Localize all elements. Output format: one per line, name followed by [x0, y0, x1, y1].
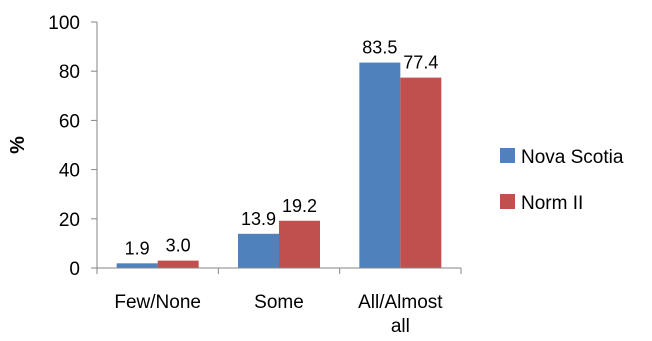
data-labels-layer: 1.9 3.0 13.9 19.2 83.5 77.4	[125, 38, 439, 259]
y-tick-label: 0	[69, 259, 80, 280]
bar-norm-ii	[400, 77, 442, 268]
x-category-label: Few/None	[114, 292, 201, 313]
legend: Nova Scotia Norm II	[500, 147, 624, 214]
axes-layer: 0 20 40 60 80 100 Few/None Some All/Almost all	[48, 13, 462, 337]
x-category-label: Some	[254, 292, 304, 313]
bar-nova-scotia	[359, 62, 401, 269]
y-tick-label: 60	[59, 111, 80, 132]
y-tick-label: 20	[59, 210, 80, 231]
legend-swatch	[500, 194, 515, 209]
x-category-label: all	[391, 316, 410, 337]
y-tick-label: 80	[59, 62, 80, 83]
y-axis-label: %	[7, 136, 29, 154]
legend-label: Norm II	[521, 193, 583, 214]
bar-norm-ii	[279, 220, 320, 268]
bar-nova-scotia	[238, 233, 279, 268]
bars-layer	[116, 62, 442, 269]
legend-label: Nova Scotia	[521, 147, 624, 168]
y-tick-label: 40	[59, 161, 80, 182]
x-category-label: All/Almost	[358, 292, 443, 313]
bar-nova-scotia	[116, 263, 158, 268]
data-label: 1.9	[125, 238, 150, 258]
data-label: 19.2	[282, 196, 317, 216]
data-label: 77.4	[403, 53, 438, 73]
data-label: 3.0	[166, 236, 191, 256]
legend-swatch	[500, 148, 515, 163]
y-tick-label: 100	[48, 13, 80, 34]
data-label: 83.5	[362, 38, 397, 58]
data-label: 13.9	[241, 209, 276, 229]
bar-norm-ii	[157, 260, 199, 268]
